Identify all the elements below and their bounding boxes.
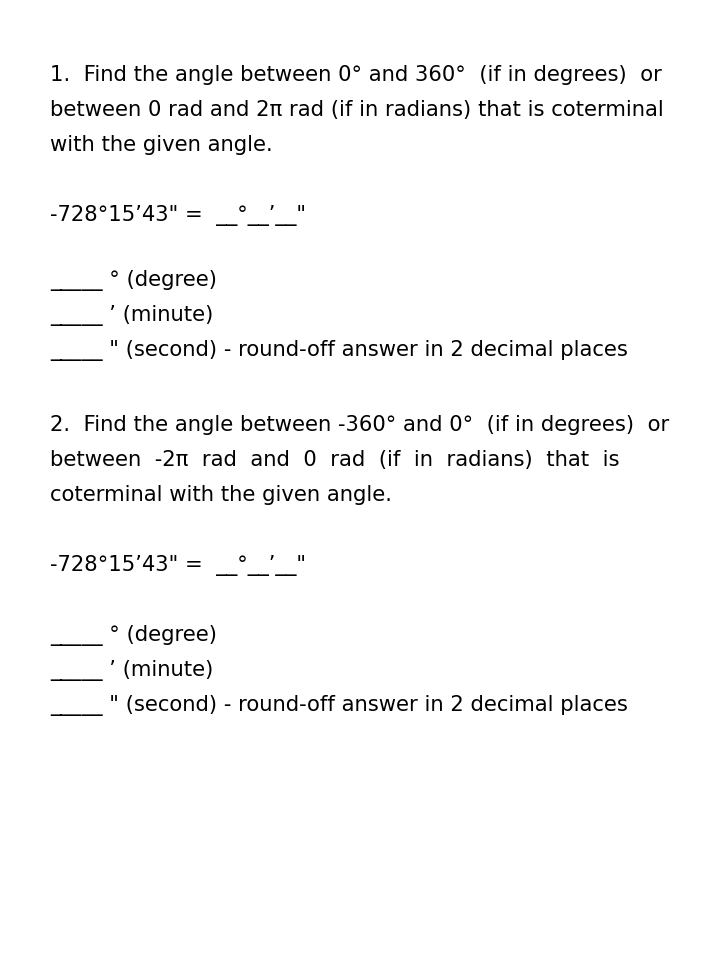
Text: -728°15’43" =  __°__’__": -728°15’43" = __°__’__" (50, 554, 306, 575)
Text: _____ ’ (minute): _____ ’ (minute) (50, 305, 213, 325)
Text: coterminal with the given angle.: coterminal with the given angle. (50, 485, 392, 504)
Text: _____ " (second) - round-off answer in 2 decimal places: _____ " (second) - round-off answer in 2… (50, 340, 628, 361)
Text: _____ " (second) - round-off answer in 2 decimal places: _____ " (second) - round-off answer in 2… (50, 695, 628, 715)
Text: 2.  Find the angle between -360° and 0°  (if in degrees)  or: 2. Find the angle between -360° and 0° (… (50, 414, 669, 435)
Text: 1.  Find the angle between 0° and 360°  (if in degrees)  or: 1. Find the angle between 0° and 360° (i… (50, 64, 662, 85)
Text: between  -2π  rad  and  0  rad  (if  in  radians)  that  is: between -2π rad and 0 rad (if in radians… (50, 449, 620, 470)
Text: _____ ° (degree): _____ ° (degree) (50, 270, 217, 291)
Text: -728°15’43" =  __°__’__": -728°15’43" = __°__’__" (50, 205, 306, 226)
Text: with the given angle.: with the given angle. (50, 135, 272, 154)
Text: between 0 rad and 2π rad (if in radians) that is coterminal: between 0 rad and 2π rad (if in radians)… (50, 100, 664, 120)
Text: _____ ’ (minute): _____ ’ (minute) (50, 659, 213, 680)
Text: _____ ° (degree): _____ ° (degree) (50, 624, 217, 646)
